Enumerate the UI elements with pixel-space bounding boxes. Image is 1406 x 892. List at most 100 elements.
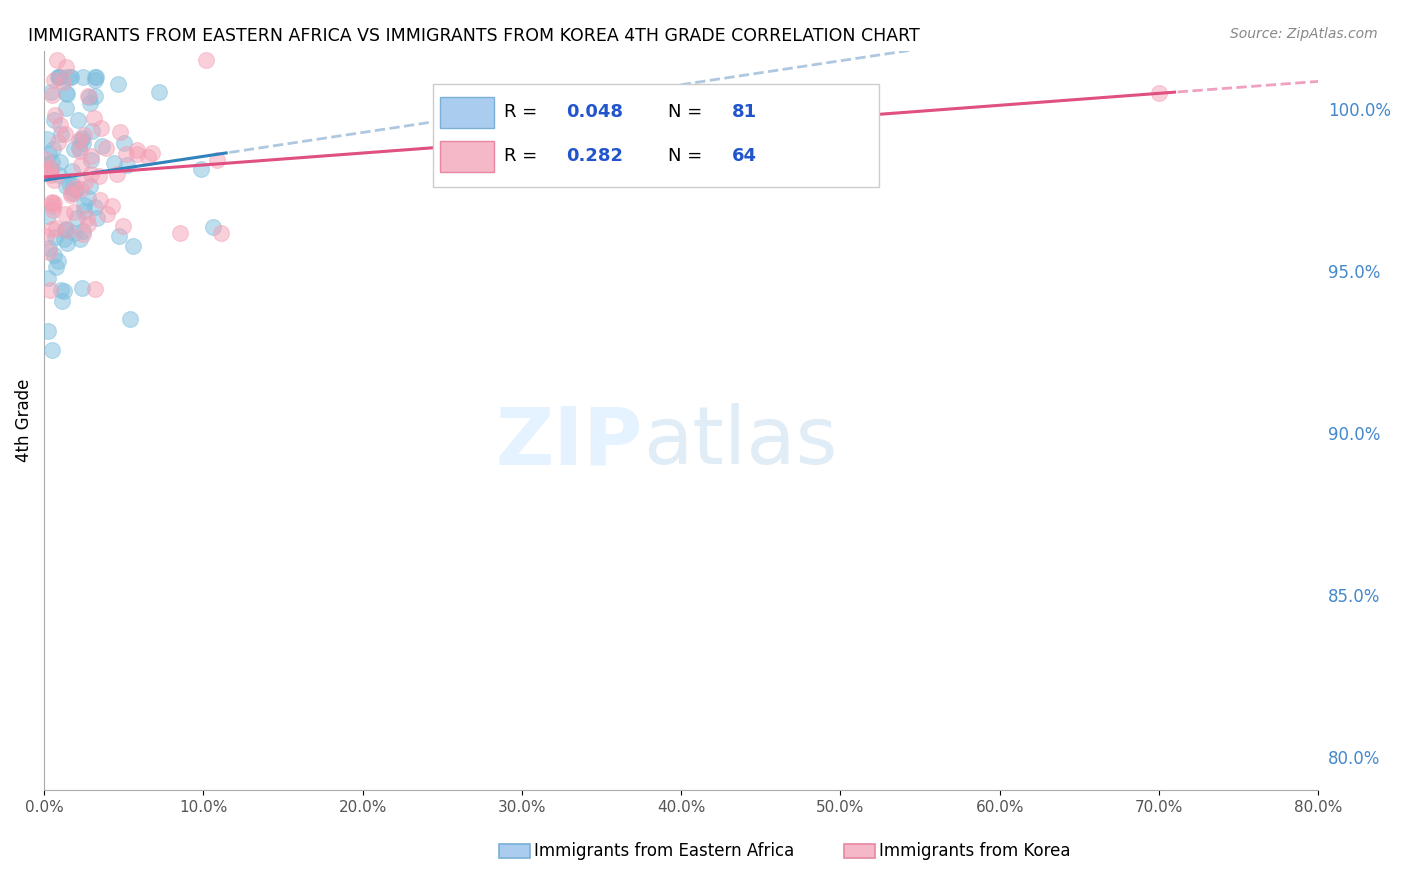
Point xyxy=(67,133,90,147)
Point xyxy=(62,178,84,193)
Point xyxy=(52,75,75,89)
Point xyxy=(63,142,86,156)
Point xyxy=(112,136,135,150)
Point xyxy=(55,60,77,74)
Text: 0.282: 0.282 xyxy=(567,147,623,165)
Text: atlas: atlas xyxy=(643,403,838,482)
Point xyxy=(48,70,70,84)
Point xyxy=(194,54,217,68)
Point xyxy=(77,191,100,205)
Point xyxy=(41,88,63,103)
Point xyxy=(53,207,76,221)
Point xyxy=(69,232,91,246)
Point xyxy=(80,153,103,167)
Point xyxy=(80,167,103,181)
Point xyxy=(83,282,105,296)
Point xyxy=(80,123,103,137)
Point xyxy=(46,253,69,268)
Point xyxy=(38,245,60,260)
Point xyxy=(45,260,67,275)
Point xyxy=(66,112,89,127)
Point xyxy=(63,226,86,240)
Point xyxy=(49,119,72,133)
Point xyxy=(37,324,59,338)
Text: R =: R = xyxy=(505,103,543,121)
Point xyxy=(39,166,62,180)
Point xyxy=(55,222,77,236)
Point xyxy=(87,169,110,183)
Point xyxy=(41,343,63,357)
Point xyxy=(201,219,224,234)
Point xyxy=(72,70,94,84)
Point xyxy=(75,175,97,189)
Point xyxy=(39,168,62,182)
Point xyxy=(62,186,84,201)
Point xyxy=(48,154,70,169)
Point xyxy=(108,124,131,138)
Point xyxy=(108,228,131,243)
Point xyxy=(125,143,148,157)
Point xyxy=(48,168,70,182)
Point xyxy=(42,199,65,213)
Point xyxy=(190,162,212,177)
Text: IMMIGRANTS FROM EASTERN AFRICA VS IMMIGRANTS FROM KOREA 4TH GRADE CORRELATION CH: IMMIGRANTS FROM EASTERN AFRICA VS IMMIGR… xyxy=(28,27,920,45)
Point xyxy=(67,141,90,155)
Text: N =: N = xyxy=(668,147,709,165)
Point xyxy=(41,202,63,217)
Text: ZIP: ZIP xyxy=(496,403,643,482)
Point xyxy=(42,173,65,187)
Point xyxy=(70,131,93,145)
Point xyxy=(41,195,63,210)
Point xyxy=(205,153,228,168)
Point xyxy=(49,127,72,141)
Point xyxy=(148,85,170,99)
Point xyxy=(55,178,77,193)
Point xyxy=(56,223,79,237)
Point xyxy=(59,70,82,84)
Point xyxy=(127,147,149,161)
Point xyxy=(41,142,63,156)
Point xyxy=(84,70,107,84)
Point xyxy=(41,195,63,210)
Point xyxy=(65,184,87,198)
Point xyxy=(60,186,83,200)
Point xyxy=(37,209,59,223)
Point xyxy=(76,211,98,225)
Point xyxy=(72,224,94,238)
Point xyxy=(83,200,105,214)
Point xyxy=(141,146,163,161)
Point xyxy=(86,211,108,225)
Text: Immigrants from Korea: Immigrants from Korea xyxy=(879,842,1070,860)
Point xyxy=(84,73,107,87)
Text: 0.048: 0.048 xyxy=(567,103,623,121)
Point xyxy=(60,163,83,178)
Point xyxy=(107,77,129,91)
Point xyxy=(44,108,66,122)
Point xyxy=(46,135,69,149)
Point xyxy=(169,227,191,241)
Y-axis label: 4th Grade: 4th Grade xyxy=(15,378,32,462)
Point xyxy=(80,148,103,162)
Point xyxy=(39,161,62,175)
Text: Immigrants from Eastern Africa: Immigrants from Eastern Africa xyxy=(534,842,794,860)
Point xyxy=(89,193,111,207)
Point xyxy=(79,178,101,193)
Point xyxy=(39,85,62,99)
Point xyxy=(44,248,66,262)
Point xyxy=(72,136,94,151)
Point xyxy=(77,90,100,104)
FancyBboxPatch shape xyxy=(433,84,879,187)
Point xyxy=(84,70,107,84)
Point xyxy=(70,132,93,146)
Point xyxy=(46,54,69,68)
Point xyxy=(120,312,142,326)
Point xyxy=(105,167,128,181)
Point xyxy=(46,70,69,84)
Point xyxy=(34,152,56,166)
Point xyxy=(83,111,105,125)
Point xyxy=(94,141,117,155)
Point xyxy=(55,101,77,115)
Point xyxy=(60,70,83,84)
Point xyxy=(38,241,60,255)
Point xyxy=(72,227,94,241)
